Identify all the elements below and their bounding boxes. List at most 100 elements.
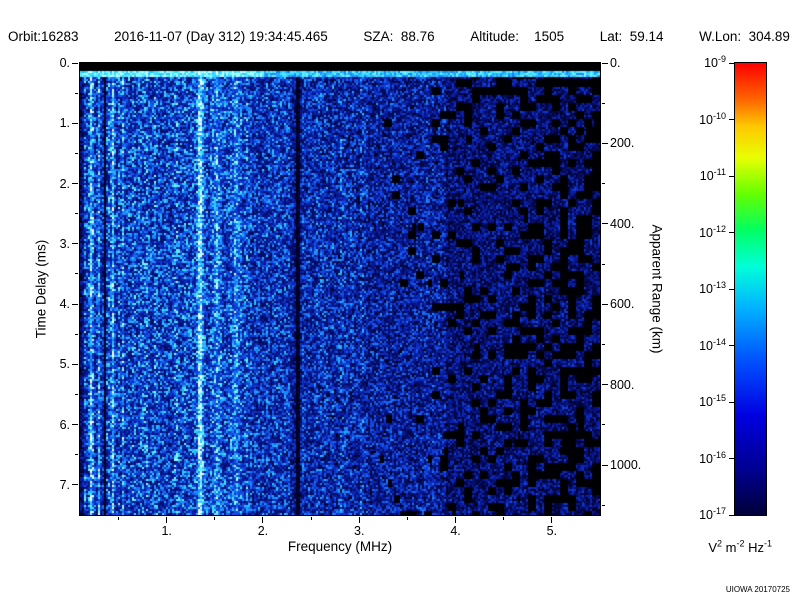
colorbar-tick-exponent: -11	[713, 166, 726, 177]
range-tick-label: 1000.	[610, 458, 642, 473]
colorbar-tick-exponent: -15	[712, 392, 726, 403]
axis-tick	[75, 454, 78, 456]
colorbar-tick-mantissa: 10	[699, 338, 713, 353]
axis-tick	[75, 213, 78, 215]
sza-label: SZA: 88.76	[363, 29, 435, 44]
axis-tick	[214, 517, 216, 520]
colorbar-tick-exponent: -10	[712, 110, 726, 121]
y-tick-label: 7.	[59, 477, 70, 492]
y-tick-label: 5.	[59, 357, 70, 372]
colorbar-tick-mantissa: 10	[699, 169, 714, 183]
colorbar	[734, 62, 767, 516]
axis-tick	[72, 363, 78, 365]
colorbar-tick-exponent: -16	[712, 449, 726, 460]
axis-tick	[602, 303, 608, 305]
axis-tick	[503, 517, 505, 520]
axis-tick	[75, 92, 78, 94]
range-tick-label: 800.	[610, 377, 635, 392]
colorbar-tick-label: 10-16	[650, 449, 726, 467]
x-tick-label: 1.	[161, 524, 172, 538]
axis-tick	[72, 183, 78, 185]
colorbar-tick-label: 10-12	[650, 224, 726, 241]
colorbar-tick-exponent: -14	[712, 336, 726, 347]
axis-tick	[729, 345, 734, 346]
x-tick-label: 2.	[257, 524, 269, 538]
header-bar: Orbit:16283 2016-11-07 (Day 312) 19:34:4…	[8, 29, 790, 44]
axis-tick	[602, 62, 608, 64]
axis-tick	[729, 232, 734, 233]
axis-tick	[75, 393, 78, 395]
axis-tick	[118, 517, 120, 520]
unit-exponent: -1	[763, 538, 772, 549]
axis-tick	[75, 333, 78, 335]
credit-label: UIOWA 20170725	[725, 585, 790, 594]
axis-tick	[72, 62, 78, 64]
axis-tick	[602, 142, 608, 144]
colorbar-tick-mantissa: 10	[699, 112, 713, 127]
y-tick-label: 2.	[59, 176, 70, 191]
range-tick-label: 200.	[610, 136, 635, 151]
axis-tick	[455, 517, 457, 523]
west-longitude-label: W.Lon: 304.89	[699, 29, 790, 44]
y-tick-label: 6.	[59, 417, 70, 432]
unit-base: m	[722, 540, 737, 555]
axis-tick	[729, 62, 734, 64]
axis-tick	[602, 464, 608, 466]
colorbar-tick-exponent: -13	[712, 279, 726, 290]
colorbar-tick-mantissa: 10	[699, 225, 713, 240]
axis-tick	[310, 517, 312, 520]
datetime-label: 2016-11-07 (Day 312) 19:34:45.465	[114, 29, 328, 44]
axis-tick	[729, 401, 734, 403]
colorbar-unit-label: V2 m-2 Hz-1	[660, 538, 772, 555]
plot-frame	[79, 62, 601, 516]
axis-tick	[602, 504, 605, 506]
colorbar-tick-label: 10-15	[650, 392, 726, 410]
x-tick-label: 5.	[546, 524, 558, 538]
axis-tick	[602, 102, 605, 104]
unit-base: Hz	[744, 540, 764, 555]
x-tick-label: 4.	[450, 524, 461, 538]
colorbar-tick-label: 10-9	[650, 53, 726, 71]
colorbar-tick-label: 10-13	[650, 279, 726, 297]
colorbar-tick-exponent: -17	[712, 505, 726, 516]
axis-tick	[602, 223, 608, 225]
axis-tick	[602, 343, 605, 345]
axis-tick	[729, 119, 734, 120]
colorbar-tick-exponent: -9	[717, 53, 726, 64]
axis-tick	[72, 424, 78, 426]
x-axis-title: Frequency (MHz)	[287, 539, 393, 554]
unit-base: V	[708, 540, 717, 555]
axis-tick	[602, 263, 605, 265]
spectrogram-canvas	[80, 63, 600, 515]
x-tick-label: 3.	[354, 524, 365, 538]
range-tick-label: 400.	[610, 216, 635, 231]
axis-tick	[729, 288, 734, 290]
axis-tick	[72, 303, 78, 305]
colorbar-tick-label: 10-14	[650, 336, 726, 354]
axis-tick	[72, 243, 78, 245]
unit-exponent: -2	[736, 538, 745, 549]
colorbar-tick-mantissa: 10	[704, 56, 718, 70]
axis-tick	[729, 514, 734, 516]
axis-tick	[602, 384, 608, 386]
range-tick-label: 0.	[610, 56, 621, 70]
axis-tick	[406, 517, 408, 520]
colorbar-tick-mantissa: 10	[699, 451, 713, 466]
altitude-label: Altitude: 1505	[470, 29, 565, 44]
axis-tick	[551, 517, 553, 523]
axis-tick	[72, 122, 78, 124]
orbit-label: Orbit:16283	[8, 29, 79, 44]
axis-tick	[166, 517, 168, 523]
axis-tick	[72, 484, 78, 486]
y-tick-label: 1.	[59, 116, 70, 131]
colorbar-tick-mantissa: 10	[699, 508, 713, 522]
y-tick-label: 0.	[59, 56, 70, 70]
colorbar-tick-label: 10-10	[650, 110, 726, 128]
colorbar-tick-mantissa: 10	[699, 282, 713, 296]
axis-tick	[729, 458, 734, 459]
y-axis-title-left: Time Delay (ms)	[33, 239, 49, 339]
colorbar-tick-label: 10-17	[650, 505, 726, 523]
axis-tick	[729, 175, 734, 177]
axis-tick	[75, 273, 78, 275]
